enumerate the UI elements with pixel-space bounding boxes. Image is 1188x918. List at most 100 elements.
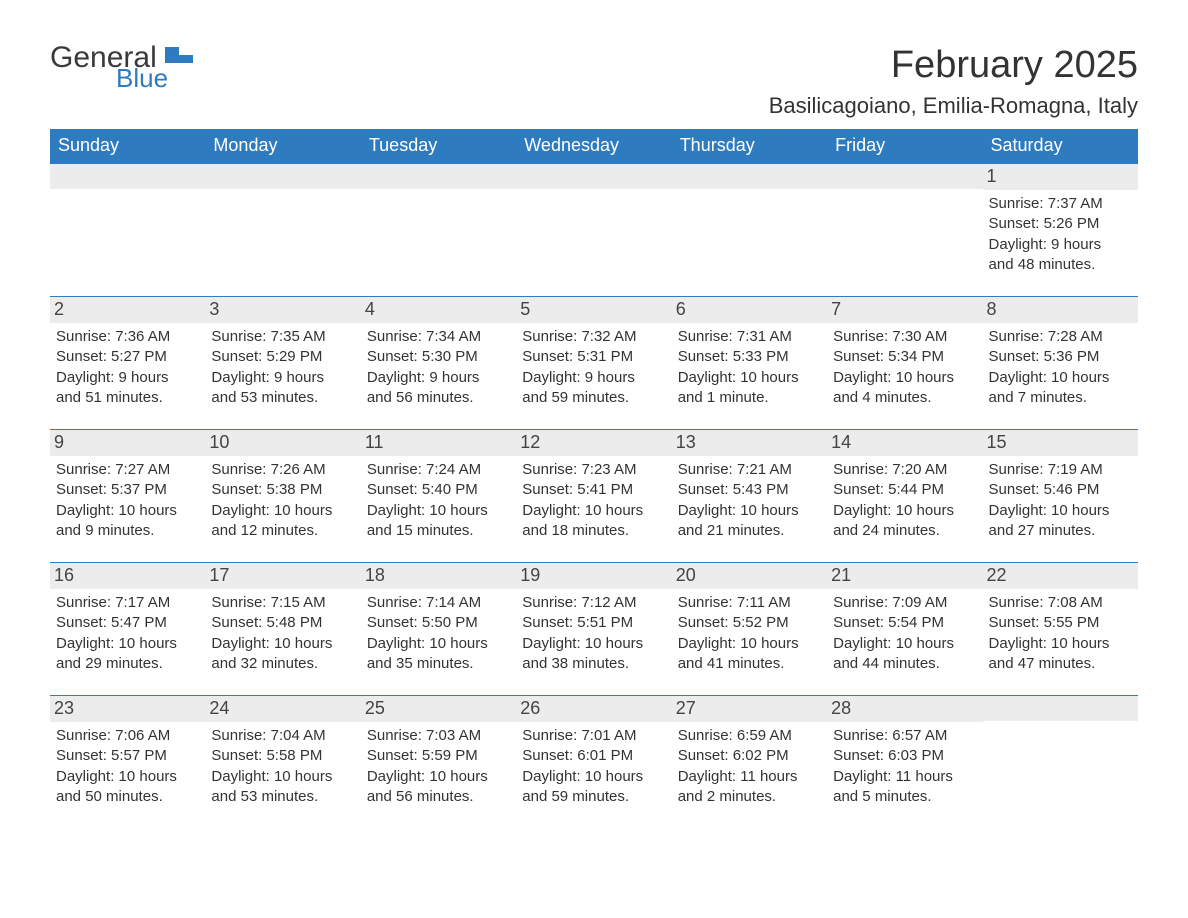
daylight-line-1: Daylight: 10 hours [211,767,354,787]
day-number: 6 [672,297,827,323]
daylight-line-2: and 24 minutes. [833,521,976,541]
calendar-grid: SundayMondayTuesdayWednesdayThursdayFrid… [50,129,1138,816]
daylight-line-1: Daylight: 10 hours [211,501,354,521]
sunset-line: Sunset: 5:50 PM [367,613,510,633]
day-number: 17 [205,563,360,589]
sunrise-line: Sunrise: 7:28 AM [989,327,1132,347]
day-number: 14 [827,430,982,456]
day-number [827,164,982,189]
day-cell: 22Sunrise: 7:08 AMSunset: 5:55 PMDayligh… [983,563,1138,683]
day-number: 19 [516,563,671,589]
daylight-line-1: Daylight: 9 hours [211,368,354,388]
day-number: 23 [50,696,205,722]
week-row: 2Sunrise: 7:36 AMSunset: 5:27 PMDaylight… [50,296,1138,417]
daylight-line-2: and 29 minutes. [56,654,199,674]
day-cell: 17Sunrise: 7:15 AMSunset: 5:48 PMDayligh… [205,563,360,683]
daylight-line-2: and 35 minutes. [367,654,510,674]
brand-word-2: Blue [116,67,193,90]
sunset-line: Sunset: 5:34 PM [833,347,976,367]
sunset-line: Sunset: 5:46 PM [989,480,1132,500]
day-cell: 27Sunrise: 6:59 AMSunset: 6:02 PMDayligh… [672,696,827,816]
sunrise-line: Sunrise: 7:30 AM [833,327,976,347]
sunrise-line: Sunrise: 7:06 AM [56,726,199,746]
sunset-line: Sunset: 5:58 PM [211,746,354,766]
daylight-line-2: and 21 minutes. [678,521,821,541]
daylight-line-2: and 9 minutes. [56,521,199,541]
day-cell [827,164,982,284]
day-cell: 4Sunrise: 7:34 AMSunset: 5:30 PMDaylight… [361,297,516,417]
sunset-line: Sunset: 5:38 PM [211,480,354,500]
day-number: 20 [672,563,827,589]
daylight-line-2: and 56 minutes. [367,388,510,408]
day-cell: 8Sunrise: 7:28 AMSunset: 5:36 PMDaylight… [983,297,1138,417]
sunrise-line: Sunrise: 7:27 AM [56,460,199,480]
daylight-line-2: and 59 minutes. [522,388,665,408]
day-number: 11 [361,430,516,456]
sunset-line: Sunset: 5:26 PM [989,214,1132,234]
sunrise-line: Sunrise: 7:24 AM [367,460,510,480]
sunrise-line: Sunrise: 7:21 AM [678,460,821,480]
sunset-line: Sunset: 6:02 PM [678,746,821,766]
day-number [50,164,205,189]
day-number: 5 [516,297,671,323]
sunset-line: Sunset: 5:30 PM [367,347,510,367]
daylight-line-1: Daylight: 10 hours [56,501,199,521]
daylight-line-2: and 48 minutes. [989,255,1132,275]
daylight-line-1: Daylight: 11 hours [833,767,976,787]
day-cell [516,164,671,284]
day-number: 12 [516,430,671,456]
day-number: 7 [827,297,982,323]
sunset-line: Sunset: 5:29 PM [211,347,354,367]
day-cell [672,164,827,284]
daylight-line-1: Daylight: 10 hours [522,767,665,787]
daylight-line-2: and 2 minutes. [678,787,821,807]
day-number: 21 [827,563,982,589]
sunset-line: Sunset: 5:43 PM [678,480,821,500]
daylight-line-1: Daylight: 9 hours [989,235,1132,255]
day-number: 13 [672,430,827,456]
day-number: 10 [205,430,360,456]
brand-logo: General Blue [50,44,193,90]
daylight-line-2: and 53 minutes. [211,787,354,807]
week-row: 1Sunrise: 7:37 AMSunset: 5:26 PMDaylight… [50,164,1138,284]
sunrise-line: Sunrise: 7:32 AM [522,327,665,347]
dow-cell: Tuesday [361,129,516,164]
sunrise-line: Sunrise: 6:59 AM [678,726,821,746]
sunset-line: Sunset: 5:48 PM [211,613,354,633]
day-of-week-header: SundayMondayTuesdayWednesdayThursdayFrid… [50,129,1138,164]
daylight-line-2: and 1 minute. [678,388,821,408]
daylight-line-2: and 56 minutes. [367,787,510,807]
day-cell: 2Sunrise: 7:36 AMSunset: 5:27 PMDaylight… [50,297,205,417]
sunset-line: Sunset: 5:27 PM [56,347,199,367]
day-number [516,164,671,189]
daylight-line-1: Daylight: 10 hours [367,634,510,654]
sunset-line: Sunset: 5:41 PM [522,480,665,500]
dow-cell: Friday [827,129,982,164]
day-cell [983,696,1138,816]
daylight-line-2: and 50 minutes. [56,787,199,807]
day-cell: 26Sunrise: 7:01 AMSunset: 6:01 PMDayligh… [516,696,671,816]
sunrise-line: Sunrise: 7:35 AM [211,327,354,347]
day-cell: 10 Sunrise: 7:26 AMSunset: 5:38 PMDayligh… [205,430,360,550]
daylight-line-1: Daylight: 10 hours [56,634,199,654]
sunrise-line: Sunrise: 7:26 AM [211,460,354,480]
daylight-line-2: and 59 minutes. [522,787,665,807]
daylight-line-1: Daylight: 11 hours [678,767,821,787]
daylight-line-2: and 41 minutes. [678,654,821,674]
daylight-line-2: and 27 minutes. [989,521,1132,541]
day-number: 25 [361,696,516,722]
sunset-line: Sunset: 5:36 PM [989,347,1132,367]
sunrise-line: Sunrise: 6:57 AM [833,726,976,746]
sunset-line: Sunset: 5:37 PM [56,480,199,500]
daylight-line-1: Daylight: 10 hours [678,368,821,388]
day-number: 4 [361,297,516,323]
day-number: 22 [983,563,1138,589]
dow-cell: Saturday [983,129,1138,164]
location-subtitle: Basilicagoiano, Emilia-Romagna, Italy [769,93,1138,119]
sunrise-line: Sunrise: 7:31 AM [678,327,821,347]
sunset-line: Sunset: 6:01 PM [522,746,665,766]
daylight-line-1: Daylight: 9 hours [367,368,510,388]
daylight-line-1: Daylight: 9 hours [522,368,665,388]
sunset-line: Sunset: 5:33 PM [678,347,821,367]
day-cell: 6 Sunrise: 7:31 AMSunset: 5:33 PMDaylight… [672,297,827,417]
